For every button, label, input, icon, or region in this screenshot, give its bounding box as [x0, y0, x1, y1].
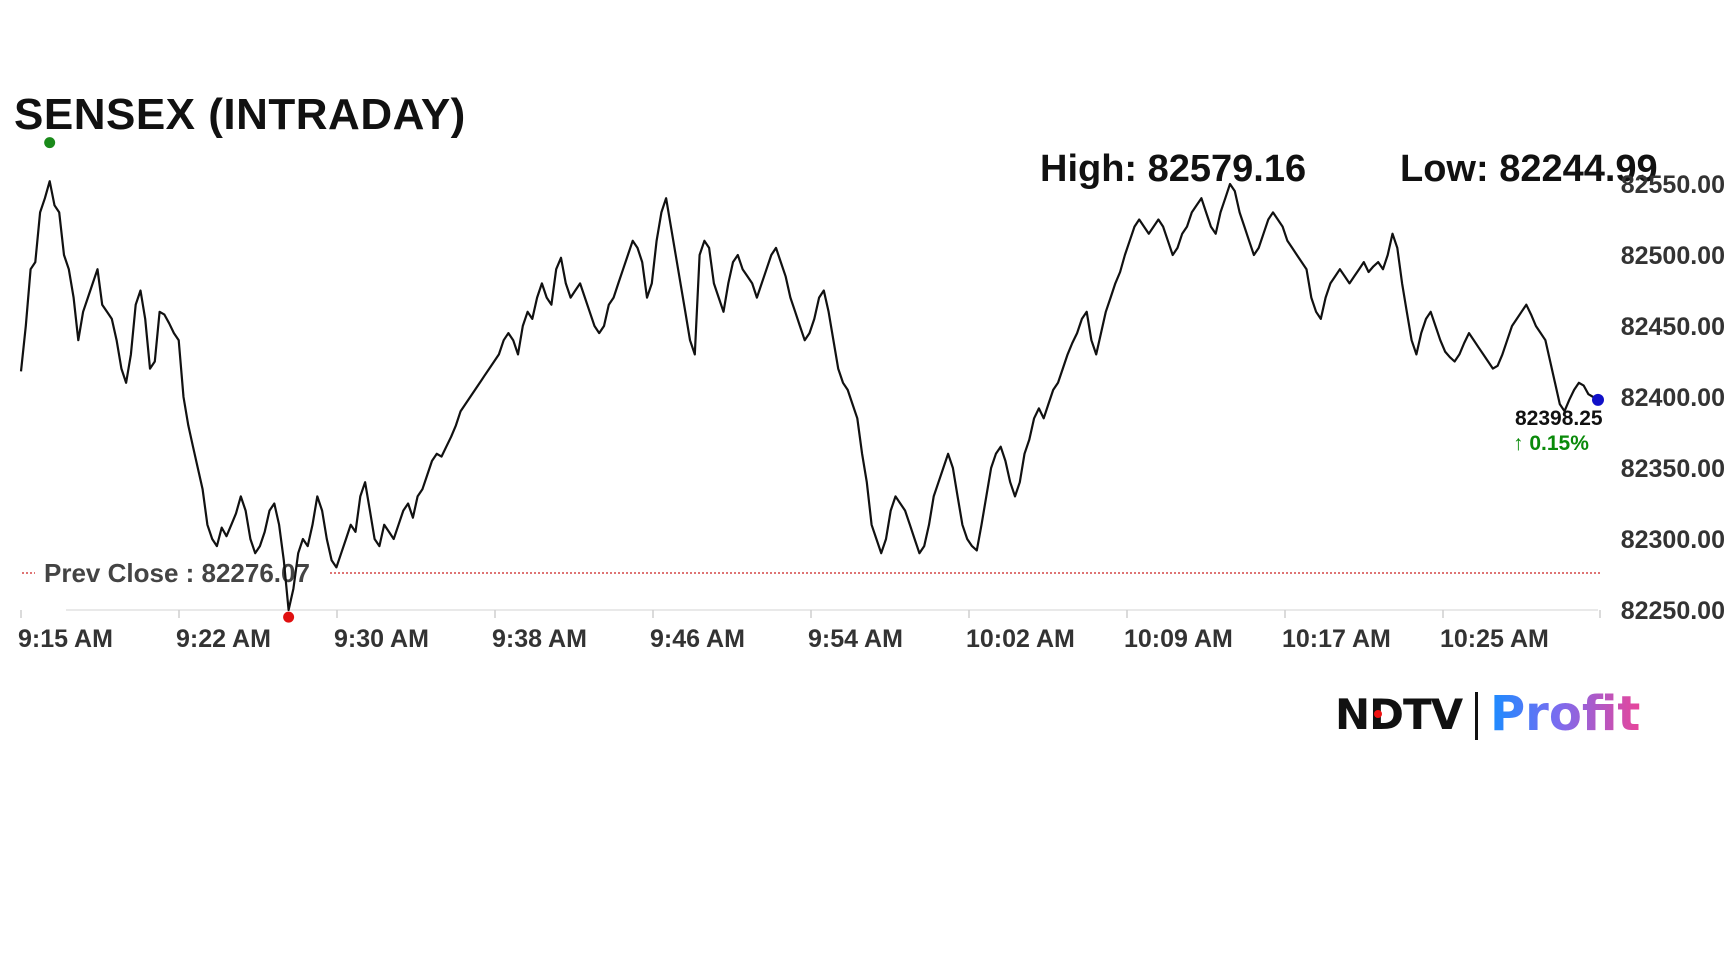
x-tick-label: 9:46 AM	[650, 625, 745, 653]
prev-close-label: Prev Close : 82276.07	[44, 558, 310, 588]
x-tick-label: 9:22 AM	[176, 625, 271, 653]
y-tick-label: 82350.00	[1621, 455, 1725, 483]
last-value-label: 82398.25	[1515, 407, 1603, 430]
chart-title: SENSEX (INTRADAY)	[14, 90, 466, 139]
logo-divider	[1475, 692, 1478, 740]
y-tick-label: 82550.00	[1621, 171, 1725, 199]
x-tick-label: 10:17 AM	[1282, 625, 1391, 653]
y-tick-label: 82300.00	[1621, 526, 1725, 554]
price-line	[19, 180, 1599, 612]
x-tick-label: 9:30 AM	[334, 625, 429, 653]
change-percent-label: ↑ 0.15%	[1513, 432, 1589, 455]
last-value-marker	[1592, 393, 1604, 406]
y-tick-label: 82500.00	[1621, 242, 1725, 270]
high-marker	[44, 137, 56, 149]
logo-ndtv-text: NDTV	[1335, 690, 1463, 739]
x-tick-label: 10:02 AM	[966, 625, 1075, 653]
high-value: High: 82579.16	[1040, 148, 1307, 190]
logo-red-dot	[1374, 710, 1382, 718]
x-tick-label: 9:54 AM	[808, 625, 903, 653]
ndtv-profit-logo: NDTV Profit	[1335, 686, 1640, 744]
y-tick-label: 82450.00	[1621, 313, 1725, 341]
x-tick-label: 9:38 AM	[492, 625, 587, 653]
x-tick-label: 10:09 AM	[1124, 625, 1233, 653]
logo-profit-text: Profit	[1490, 686, 1641, 742]
low-marker	[283, 611, 295, 623]
x-tick-label: 9:15 AM	[18, 625, 113, 653]
y-tick-label: 82400.00	[1621, 384, 1725, 412]
x-tick-label: 10:25 AM	[1440, 625, 1549, 653]
low-value: Low: 82244.99	[1400, 148, 1658, 190]
y-tick-label: 82250.00	[1621, 597, 1725, 625]
